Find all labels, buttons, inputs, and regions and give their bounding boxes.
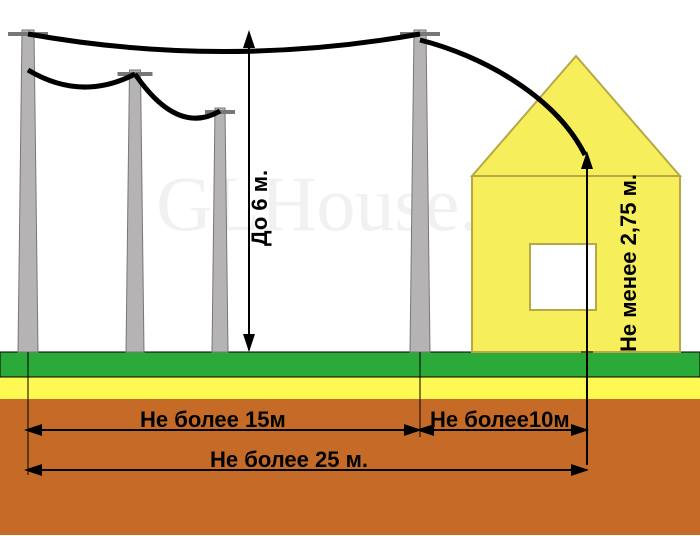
diagram-canvas: GLHouse.ru До 6 м. Не менее 2,75 м. Не б… [0,0,700,536]
label-entry-height: Не менее 2,75 м. [616,174,642,352]
label-dist-10: Не более10м [430,407,570,433]
label-dist-15: Не более 15м [140,407,286,433]
label-dist-25: Не более 25 м. [210,447,368,473]
label-pole-height: До 6 м. [247,170,273,246]
